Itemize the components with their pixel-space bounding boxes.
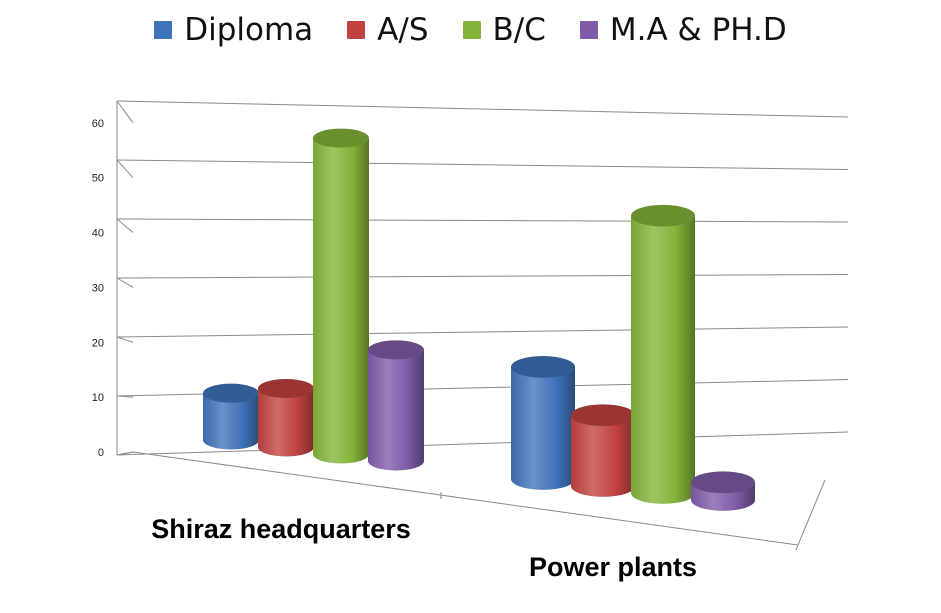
bar-a-s-shiraz-headquarters <box>258 378 314 457</box>
bar-top <box>258 378 314 399</box>
y-tick-label: 20 <box>92 337 104 349</box>
floor-right-edge <box>797 479 826 546</box>
bar-top <box>691 471 755 494</box>
bar-body <box>258 388 314 457</box>
bars-layer <box>203 128 755 511</box>
bar-top <box>631 204 695 227</box>
bar-body <box>368 349 424 471</box>
side-gridline <box>116 336 134 343</box>
bar-m-a-ph-d-power-plants <box>691 471 755 511</box>
bar-top <box>511 356 575 378</box>
y-tick-label: 10 <box>92 392 104 404</box>
bar-diploma-power-plants <box>511 356 575 490</box>
bar-body <box>313 138 369 464</box>
chart-legend: Diploma A/S B/C M.A & PH.D <box>0 12 941 48</box>
grid-layer <box>116 100 849 551</box>
legend-swatch-ma-phd <box>579 21 598 39</box>
y-tick-label: 50 <box>92 173 104 185</box>
bar-body <box>203 393 259 450</box>
bar-m-a-ph-d-shiraz-headquarters <box>368 340 424 471</box>
side-gridline <box>116 218 134 233</box>
legend-item-bc: B/C <box>462 12 546 48</box>
bar-body <box>631 215 695 504</box>
legend-swatch-bc <box>462 21 481 39</box>
side-gridline <box>116 277 134 288</box>
back-gridline <box>116 100 849 118</box>
legend-item-as: A/S <box>347 12 429 48</box>
side-gridline <box>116 159 134 178</box>
back-gridline <box>116 274 849 279</box>
side-gridline <box>116 100 134 124</box>
bar-body <box>511 366 575 490</box>
legend-item-ma-phd: M.A & PH.D <box>579 12 787 48</box>
legend-label-bc: B/C <box>492 12 546 48</box>
bar-top <box>313 128 369 148</box>
bar-top <box>203 383 259 403</box>
bar-top <box>571 404 635 427</box>
category-label: Shiraz headquarters <box>151 514 411 544</box>
floor-corner-tick <box>795 544 799 551</box>
bar-b-c-shiraz-headquarters <box>313 128 369 464</box>
back-gridline <box>116 431 849 456</box>
y-tick-label: 30 <box>92 282 104 294</box>
legend-swatch-as <box>347 21 366 39</box>
bar-b-c-power-plants <box>631 204 695 504</box>
floor-front-edge <box>132 451 799 546</box>
back-gridline <box>116 326 849 338</box>
bar-a-s-power-plants <box>571 404 635 497</box>
legend-swatch-diploma <box>154 21 173 39</box>
legend-label-ma-phd: M.A & PH.D <box>609 12 787 48</box>
y-tick-label: 40 <box>92 228 104 240</box>
legend-label-as: A/S <box>377 12 429 48</box>
y-axis-ticks: 0 10 20 30 40 50 60 <box>92 118 104 459</box>
back-gridline <box>116 218 849 223</box>
bar-diploma-shiraz-headquarters <box>203 383 259 450</box>
bar-top <box>368 340 424 360</box>
back-gridline <box>116 159 849 170</box>
y-tick-label: 0 <box>98 447 104 459</box>
y-tick-label: 60 <box>92 118 104 130</box>
category-label: Power plants <box>529 552 697 582</box>
legend-label-diploma: Diploma <box>184 12 314 48</box>
category-labels: Shiraz headquarters Power plants <box>151 514 697 582</box>
legend-item-diploma: Diploma <box>154 12 313 48</box>
bar-body <box>571 415 635 497</box>
